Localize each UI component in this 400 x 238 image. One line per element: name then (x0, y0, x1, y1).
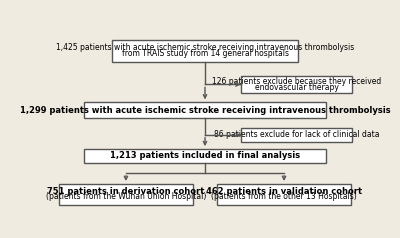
Text: (patients from the other 13 Hospitals): (patients from the other 13 Hospitals) (211, 193, 357, 202)
FancyBboxPatch shape (84, 102, 326, 118)
FancyBboxPatch shape (218, 184, 351, 205)
Text: (patients from the Wuhan Union Hospital): (patients from the Wuhan Union Hospital) (46, 193, 206, 202)
FancyBboxPatch shape (241, 76, 352, 93)
FancyBboxPatch shape (84, 149, 326, 163)
FancyBboxPatch shape (241, 128, 352, 142)
FancyBboxPatch shape (112, 40, 298, 62)
Text: 126 patients exclude because they received: 126 patients exclude because they receiv… (212, 77, 381, 86)
Text: from TRAIS study from 14 general hospitals: from TRAIS study from 14 general hospita… (122, 49, 288, 58)
Text: 1,299 patients with acute ischemic stroke receiving intravenous thrombolysis: 1,299 patients with acute ischemic strok… (20, 106, 390, 115)
Text: 462 patients in validation cohort: 462 patients in validation cohort (206, 187, 362, 196)
Text: 1,213 patients included in final analysis: 1,213 patients included in final analysi… (110, 151, 300, 160)
FancyBboxPatch shape (59, 184, 193, 205)
Text: 1,425 patients with acute ischemic stroke receiving intravenous thrombolysis: 1,425 patients with acute ischemic strok… (56, 44, 354, 53)
Text: endovascular therapy: endovascular therapy (254, 83, 338, 92)
Text: 751 patients in derivation cohort: 751 patients in derivation cohort (47, 187, 205, 196)
Text: 86 patients exclude for lack of clinical data: 86 patients exclude for lack of clinical… (214, 130, 379, 139)
